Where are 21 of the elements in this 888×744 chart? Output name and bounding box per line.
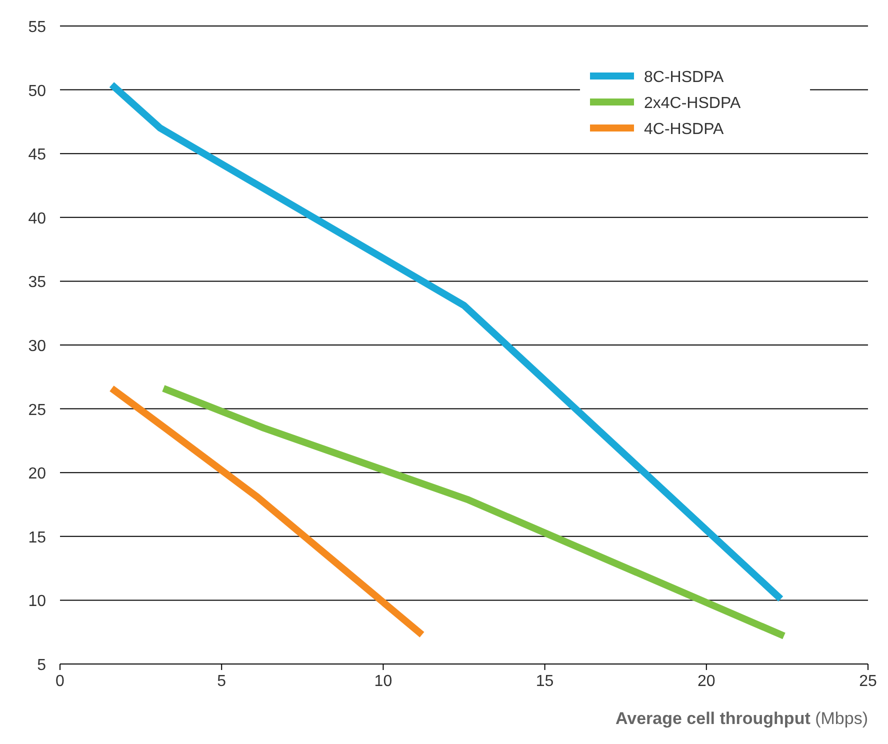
- x-tick-label: 5: [217, 673, 226, 690]
- y-tick-label: 15: [28, 529, 46, 546]
- y-tick-label: 45: [28, 146, 46, 164]
- y-tick-label: 30: [28, 338, 46, 355]
- y-tick-label: 5: [37, 657, 46, 674]
- legend-label: 8C-HSDPA: [644, 69, 724, 86]
- x-tick-label: 0: [56, 673, 65, 690]
- x-tick-label: 20: [698, 673, 716, 690]
- x-tick-label: 25: [859, 673, 877, 690]
- y-tick-label: 25: [28, 402, 46, 419]
- x-tick-label: 15: [536, 673, 554, 690]
- legend-label: 4C-HSDPA: [644, 121, 724, 138]
- y-tick-label: 50: [28, 82, 46, 100]
- legend-label: 2x4C-HSDPA: [644, 95, 741, 112]
- y-tick-label: 40: [28, 210, 46, 228]
- x-axis-title: Average cell throughput (Mbps): [615, 709, 868, 728]
- y-tick-label: 20: [28, 466, 46, 483]
- y-tick-label: 55: [28, 19, 46, 36]
- y-tick-label: 10: [28, 593, 46, 610]
- x-tick-label: 10: [374, 673, 392, 690]
- y-tick-label: 35: [28, 274, 46, 292]
